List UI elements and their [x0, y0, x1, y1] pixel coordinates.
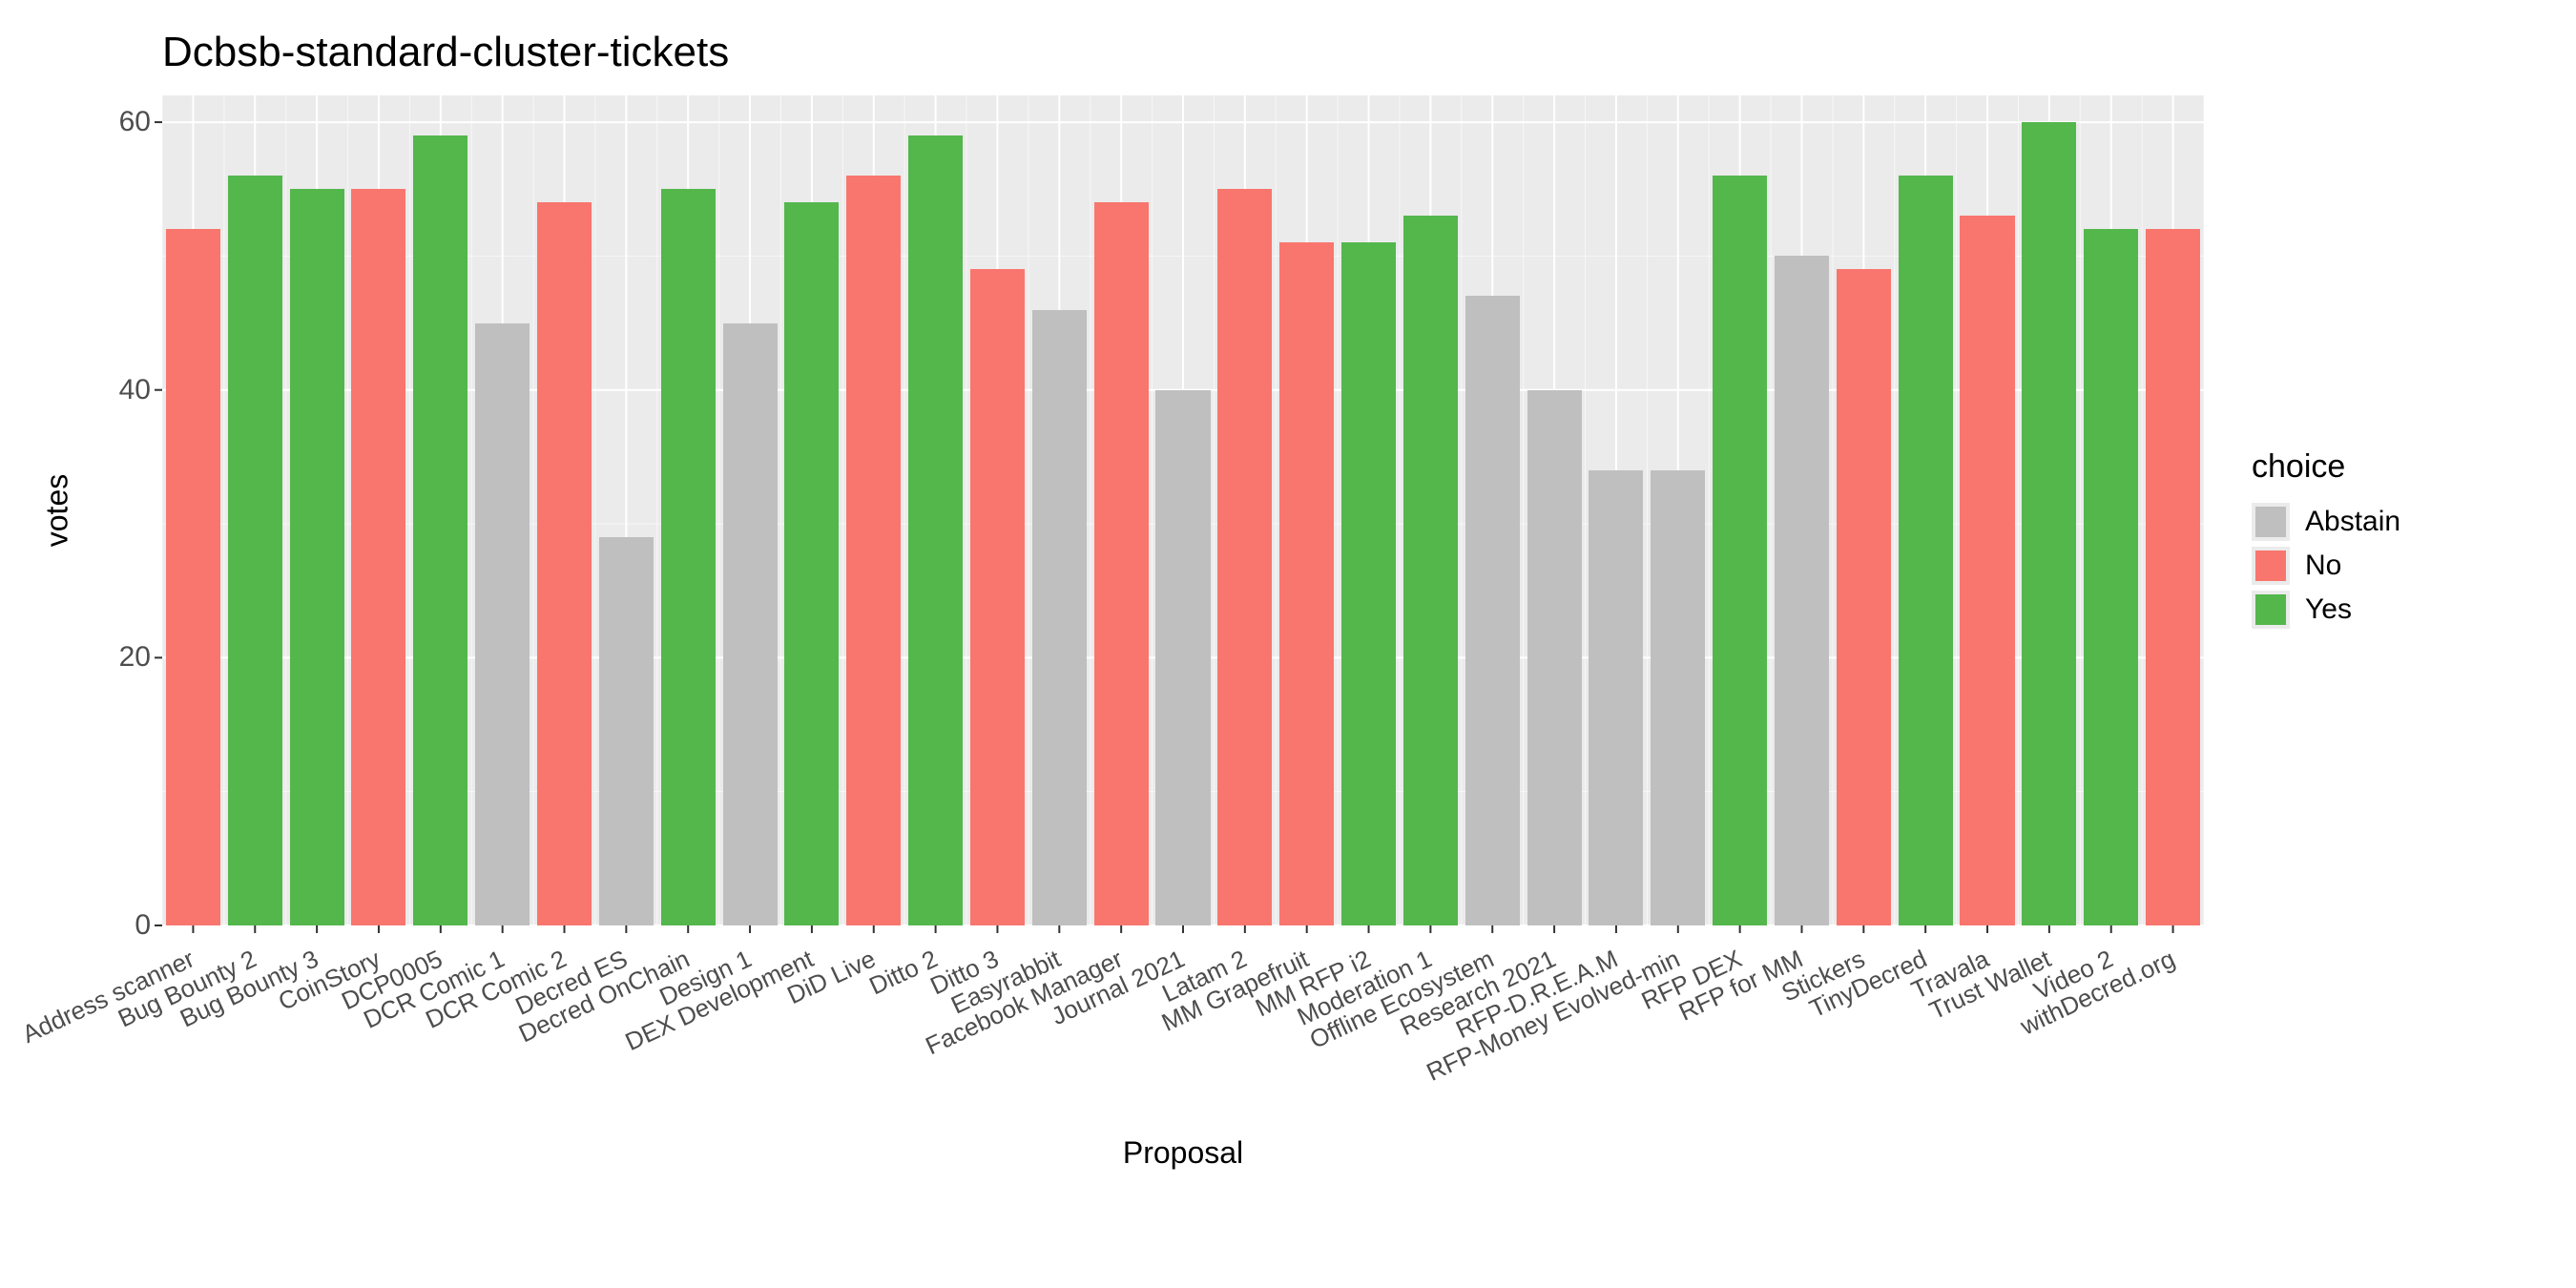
bar — [1960, 216, 2014, 925]
bar — [1899, 176, 1953, 925]
bar — [1094, 202, 1149, 925]
bar — [1403, 216, 1458, 925]
bar — [228, 176, 282, 925]
bar — [413, 135, 467, 925]
bar — [1155, 390, 1210, 925]
legend-title: choice — [2252, 448, 2400, 486]
legend-label: Abstain — [2305, 506, 2400, 538]
legend-key — [2252, 547, 2290, 585]
bar — [970, 269, 1025, 925]
bar — [1837, 269, 1891, 925]
legend-swatch — [2255, 594, 2286, 625]
bar — [351, 189, 405, 925]
bar — [1032, 310, 1087, 925]
bar — [1217, 189, 1272, 925]
bars-layer — [162, 95, 2204, 925]
bar — [1651, 470, 1705, 925]
legend-swatch — [2255, 551, 2286, 581]
legend-item: Yes — [2252, 591, 2400, 629]
legend-item: Abstain — [2252, 503, 2400, 541]
y-tick-label: 60 — [105, 106, 151, 138]
legend-label: No — [2305, 550, 2341, 582]
bar — [1713, 176, 1767, 925]
bar — [2084, 229, 2138, 925]
bar — [2022, 122, 2076, 925]
y-tick-label: 0 — [105, 909, 151, 942]
bar — [1527, 390, 1582, 925]
bar — [846, 176, 901, 925]
bar — [908, 135, 963, 925]
bar — [784, 202, 839, 925]
bar — [1589, 470, 1643, 925]
bar — [166, 229, 220, 925]
legend-key — [2252, 591, 2290, 629]
bar — [1775, 256, 1829, 925]
bar — [1341, 242, 1396, 925]
legend-label: Yes — [2305, 593, 2352, 626]
bar — [290, 189, 344, 925]
legend: choice Abstain No Yes — [2252, 448, 2400, 634]
legend-key — [2252, 503, 2290, 541]
bar — [1465, 296, 1520, 925]
bar — [1279, 242, 1334, 925]
bar — [475, 323, 530, 925]
bar — [661, 189, 716, 925]
x-axis-title: Proposal — [1123, 1135, 1243, 1171]
bar — [2146, 229, 2200, 925]
chart-container: Dcbsb-standard-cluster-tickets 0 20 40 60 A… — [0, 0, 2576, 1288]
y-axis-title: votes — [40, 474, 75, 547]
legend-swatch — [2255, 507, 2286, 537]
bar — [599, 537, 654, 925]
y-tick-label: 20 — [105, 641, 151, 674]
chart-title: Dcbsb-standard-cluster-tickets — [162, 29, 729, 76]
y-tick-label: 40 — [105, 374, 151, 406]
legend-item: No — [2252, 547, 2400, 585]
bar — [723, 323, 778, 925]
bar — [537, 202, 592, 925]
